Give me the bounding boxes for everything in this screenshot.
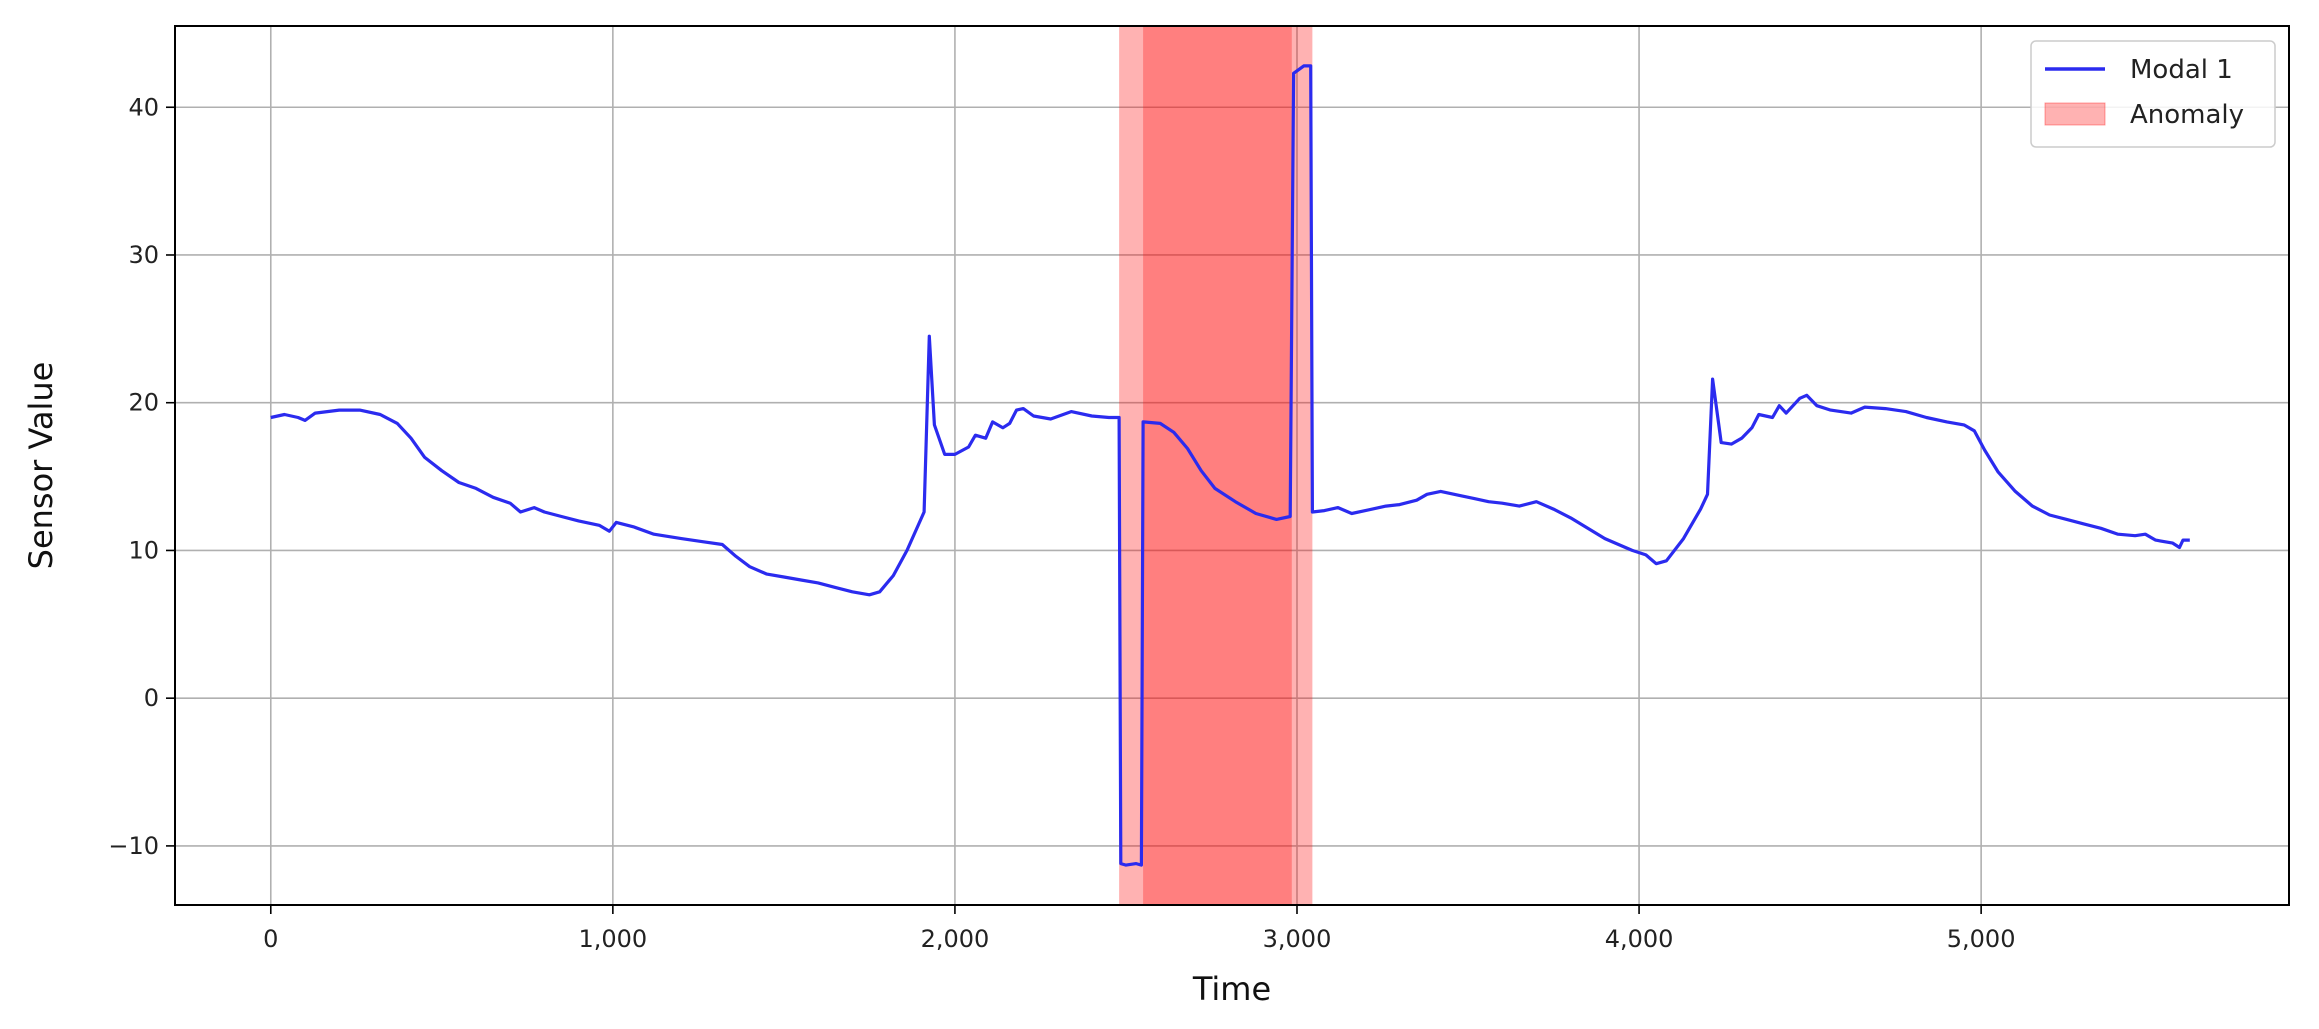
x-tick-label: 0 <box>263 925 278 953</box>
anomaly-span <box>1143 26 1292 905</box>
legend-anomaly-swatch <box>2044 102 2106 126</box>
x-tick-label: 3,000 <box>1263 925 1332 953</box>
x-tick-label: 1,000 <box>578 925 647 953</box>
legend: Modal 1 Anomaly <box>2030 40 2276 148</box>
series-line-modal-1 <box>270 64 2190 867</box>
anomaly-spans <box>1119 26 1313 905</box>
y-tick-label: 30 <box>128 241 159 269</box>
y-tick-label: 10 <box>128 536 159 564</box>
y-tick-label: 20 <box>128 389 159 417</box>
x-tick-label: 2,000 <box>921 925 990 953</box>
series-lines <box>270 64 2190 867</box>
y-tick-label: 40 <box>128 93 159 121</box>
y-axis-title: Sensor Value <box>22 362 60 570</box>
x-tick-label: 4,000 <box>1605 925 1674 953</box>
x-axis-title: Time <box>1192 970 1271 1008</box>
anomaly-span <box>1291 26 1313 905</box>
x-tick-label: 5,000 <box>1947 925 2016 953</box>
plot-frame <box>174 25 2290 906</box>
anomaly-span <box>1119 26 1144 905</box>
legend-series-label: Modal 1 <box>2130 55 2233 85</box>
y-tick-label: 0 <box>144 684 159 712</box>
y-axis: −10 0 10 20 30 40 <box>108 93 175 860</box>
legend-anomaly-label: Anomaly <box>2130 100 2244 130</box>
y-tick-label: −10 <box>108 832 159 860</box>
x-axis: 0 1,000 2,000 3,000 4,000 5,000 <box>263 905 2015 953</box>
